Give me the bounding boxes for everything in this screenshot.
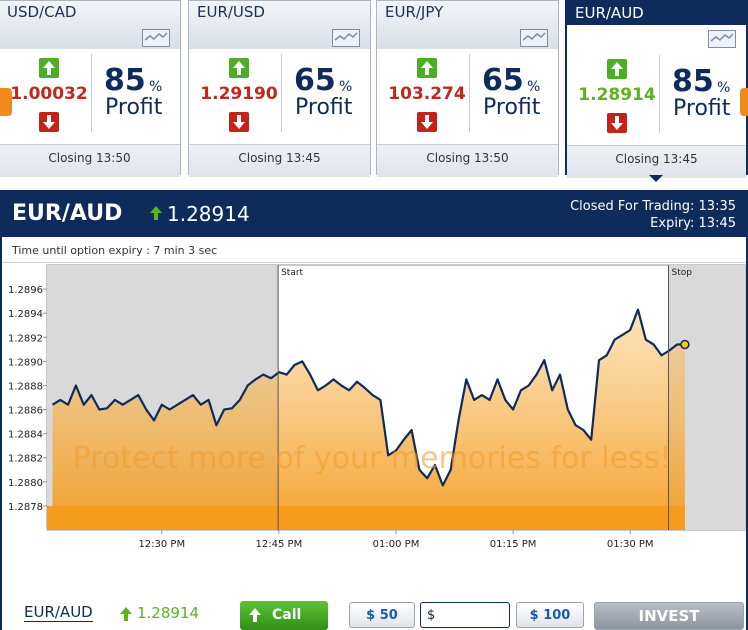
tab-closing: Closing 13:50 [377, 144, 558, 177]
chart-icon [520, 29, 548, 47]
y-tick-label: 1.2882 [8, 454, 43, 465]
area-fill [52, 309, 685, 530]
x-tick-label: 12:45 PM [256, 539, 303, 550]
nav-left[interactable] [0, 88, 12, 116]
panel-status: Closed For Trading: 13:35 [570, 199, 736, 214]
tab-profit: 85 [672, 64, 714, 99]
x-tick-label: 01:15 PM [490, 539, 537, 550]
call-label: Call [272, 607, 302, 623]
amount-button[interactable]: $ 100 [516, 602, 584, 628]
up-icon [120, 607, 132, 621]
countdown: Time until option expiry : 7 min 3 sec [12, 244, 218, 257]
tab-price: 1.29190 [200, 84, 278, 104]
y-tick-label: 1.2886 [8, 406, 43, 417]
marker-label: Stop [671, 268, 692, 278]
base-band [47, 505, 685, 530]
y-tick-label: 1.2896 [8, 285, 43, 296]
tab-profit: 65 [482, 63, 524, 98]
panel-expiry: Expiry: 13:45 [650, 216, 736, 231]
y-tick-label: 1.2880 [8, 478, 43, 489]
last-point [680, 339, 690, 350]
tab-divider [281, 54, 282, 132]
tab-divider [91, 54, 92, 132]
price-line [51, 308, 685, 487]
tab-price: 1.00032 [10, 84, 88, 104]
tab-profit: 65 [294, 63, 336, 98]
tab-header: EUR/AUD [567, 2, 746, 50]
tab-divider [659, 55, 660, 133]
marker-label: Start [281, 268, 303, 278]
tab-pair: EUR/JPY [385, 3, 444, 21]
x-tick-label: 01:30 PM [607, 539, 654, 550]
chart-icon [142, 29, 170, 47]
tab-closing: Closing 13:45 [567, 145, 746, 178]
asset-tab[interactable]: EUR/AUD 1.28914 85% Profit Closing 13:45 [565, 0, 748, 178]
down-arrow[interactable] [417, 112, 437, 132]
down-arrow[interactable] [229, 112, 249, 132]
asset-tab[interactable]: EUR/JPY 103.274 65% Profit Closing 13:50 [376, 0, 559, 177]
tab-pair: USD/CAD [7, 3, 77, 21]
tab-band [567, 2, 746, 25]
y-tick-label: 1.2890 [8, 357, 43, 368]
amount-input[interactable]: $ [420, 602, 510, 628]
asset-tab[interactable]: USD/CAD 1.00032 85% Profit Closing 13:50 [0, 0, 181, 177]
tab-unit: % [717, 80, 731, 96]
tab-label: Profit [295, 95, 353, 120]
tab-unit: % [527, 79, 541, 95]
tab-label: Profit [105, 95, 163, 120]
y-tick-label: 1.2878 [8, 502, 43, 513]
tab-label: Profit [673, 96, 731, 121]
chart-icon [708, 30, 736, 48]
y-tick-label: 1.2888 [8, 381, 43, 392]
up-icon [150, 206, 162, 220]
down-arrow[interactable] [39, 112, 59, 132]
x-tick-label: 12:30 PM [138, 539, 185, 550]
y-tick-label: 1.2894 [8, 309, 43, 320]
tab-profit: 85 [104, 63, 146, 98]
order-price: 1.28914 [137, 604, 200, 622]
panel-pair: EUR/AUD [12, 201, 123, 226]
tab-header: EUR/USD [189, 1, 370, 49]
order-pair: EUR/AUD [24, 603, 93, 622]
tab-price: 103.274 [388, 84, 466, 104]
tab-label: Profit [483, 95, 541, 120]
tab-closing: Closing 13:50 [0, 144, 180, 177]
chart-icon [332, 29, 360, 47]
amount-button[interactable]: $ 50 [349, 602, 415, 628]
x-tick-label: 01:00 PM [373, 539, 420, 550]
tab-pair: EUR/AUD [575, 4, 644, 22]
down-arrow[interactable] [607, 113, 627, 133]
invest-button[interactable]: INVEST [594, 602, 744, 630]
tab-header: EUR/JPY [377, 1, 558, 49]
up-arrow[interactable] [229, 58, 249, 78]
up-arrow[interactable] [417, 58, 437, 78]
divider [2, 262, 746, 263]
tab-header: USD/CAD [0, 1, 180, 49]
y-tick-label: 1.2884 [8, 430, 43, 441]
asset-tab[interactable]: EUR/USD 1.29190 65% Profit Closing 13:45 [188, 0, 371, 177]
tab-pointer [649, 175, 663, 182]
up-icon [249, 608, 261, 622]
nav-right[interactable] [740, 88, 748, 116]
up-arrow[interactable] [607, 59, 627, 79]
tab-price: 1.28914 [578, 85, 656, 105]
tab-unit: % [149, 79, 163, 95]
tab-closing: Closing 13:45 [189, 144, 370, 177]
tab-divider [469, 54, 470, 132]
watermark: Protect more of your memories for less! [73, 441, 672, 476]
y-tick-label: 1.2892 [8, 333, 43, 344]
tab-pair: EUR/USD [197, 3, 265, 21]
up-arrow[interactable] [39, 58, 59, 78]
panel-header [0, 190, 748, 237]
tab-unit: % [339, 79, 353, 95]
panel-price: 1.28914 [167, 202, 250, 226]
